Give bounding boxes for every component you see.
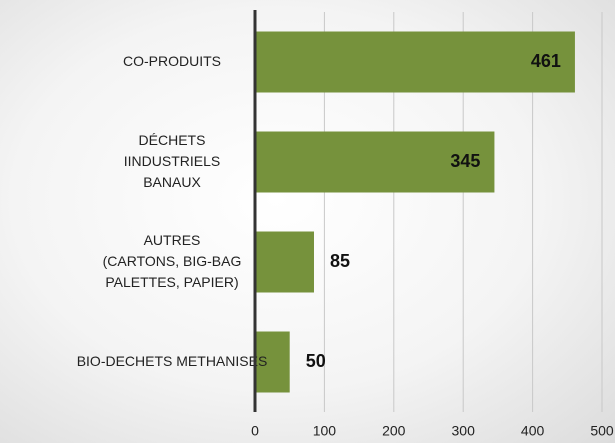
- x-tick-label: 500: [590, 423, 614, 439]
- bar: [255, 31, 575, 93]
- y-tick-label: DÉCHETS IINDUSTRIELS BANAUX: [124, 132, 220, 190]
- y-tick-label: AUTRES (CARTONS, BIG-BAG PALETTES, PAPIER): [103, 232, 242, 290]
- y-tick-label: BIO-DECHETS METHANISES: [77, 353, 268, 369]
- data-label: 85: [330, 251, 350, 271]
- x-tick-label: 300: [452, 423, 476, 439]
- bar: [255, 231, 314, 293]
- x-tick-label: 100: [313, 423, 337, 439]
- x-tick-label: 400: [521, 423, 545, 439]
- y-tick-label: CO-PRODUITS: [123, 53, 221, 69]
- data-label: 50: [306, 351, 326, 371]
- bar: [255, 331, 290, 393]
- data-label: 461: [531, 51, 561, 71]
- x-tick-label: 0: [251, 423, 259, 439]
- x-tick-label: 200: [382, 423, 406, 439]
- data-label: 345: [450, 151, 480, 171]
- bar: [255, 131, 495, 193]
